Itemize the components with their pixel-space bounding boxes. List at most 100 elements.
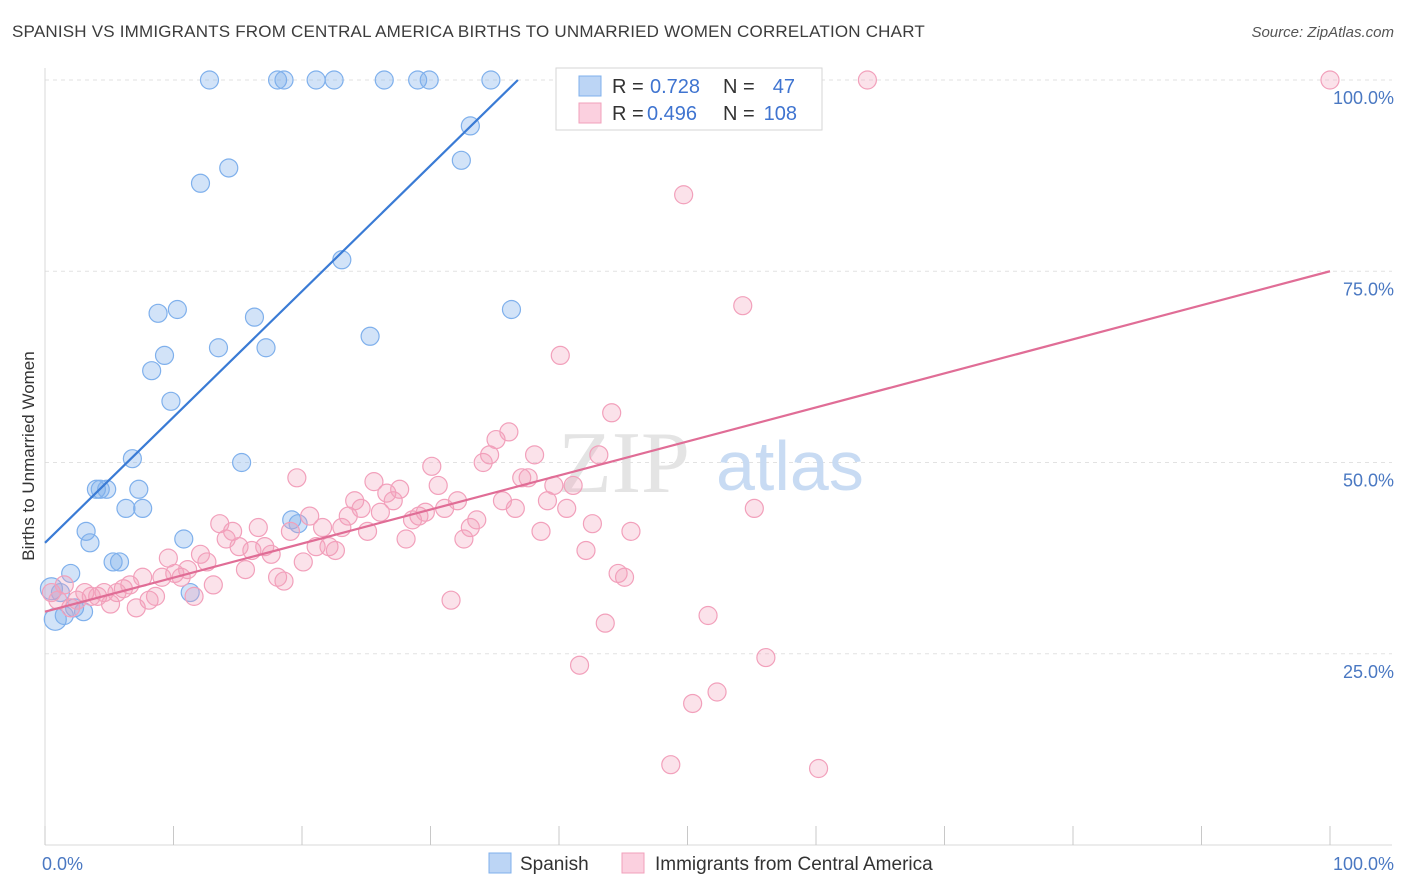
- data-point: [582, 514, 603, 534]
- data-point: [501, 299, 522, 320]
- data-point: [454, 529, 474, 549]
- data-point: [203, 575, 223, 595]
- x-tick-label-min: 0.0%: [42, 854, 83, 874]
- legend-swatch-spanish: [578, 75, 602, 97]
- trend-line-central-america: [44, 270, 1331, 613]
- data-point: [306, 70, 326, 90]
- watermark: ZIP atlas: [558, 415, 864, 512]
- data-point: [505, 498, 525, 518]
- data-point: [422, 456, 442, 476]
- data-point: [595, 613, 615, 633]
- x-tick-label-max: 100.0%: [1333, 854, 1394, 874]
- chart-source: Source: ZipAtlas.com: [1251, 24, 1394, 41]
- chart-title: SPANISH VS IMMIGRANTS FROM CENTRAL AMERI…: [12, 22, 925, 41]
- legend-r-label-spanish: R =: [612, 76, 644, 98]
- data-point: [683, 693, 703, 714]
- y-tick-label: 75.0%: [1343, 279, 1394, 299]
- data-point: [145, 586, 166, 606]
- data-point: [707, 682, 727, 702]
- legend-r-value-spanish: 0.728: [650, 76, 700, 98]
- data-point: [280, 521, 301, 541]
- data-point: [274, 70, 294, 90]
- data-point: [351, 498, 371, 518]
- data-point: [232, 452, 252, 473]
- data-point: [661, 755, 681, 775]
- data-point: [524, 445, 545, 465]
- data-point: [614, 567, 635, 587]
- data-point: [229, 537, 249, 557]
- data-point: [499, 422, 519, 442]
- data-point: [287, 468, 307, 488]
- legend-n-value-central-america: 108: [764, 103, 797, 125]
- data-point: [408, 70, 428, 90]
- data-point: [396, 529, 416, 549]
- data-point: [199, 70, 220, 90]
- data-point: [248, 517, 268, 538]
- legend-swatch-central-america: [578, 102, 602, 124]
- data-point: [288, 514, 308, 534]
- data-point: [300, 506, 320, 526]
- data-point: [451, 150, 471, 170]
- data-point: [698, 605, 718, 626]
- data-point: [602, 403, 622, 423]
- series-spanish: [39, 70, 522, 631]
- data-point: [808, 758, 829, 779]
- data-point: [467, 510, 487, 530]
- data-point: [208, 338, 229, 358]
- data-point: [674, 185, 694, 205]
- data-point: [550, 345, 570, 365]
- legend: R = 0.728 N = 47 R = 0.496 N = 108: [555, 67, 823, 131]
- data-point: [473, 452, 493, 473]
- data-point: [54, 575, 74, 595]
- data-point: [733, 296, 753, 316]
- data-point: [103, 552, 123, 572]
- data-point: [1320, 70, 1340, 90]
- data-point: [133, 498, 153, 518]
- data-point: [325, 540, 346, 561]
- data-point: [621, 521, 641, 541]
- trend-line-spanish: [44, 79, 519, 544]
- data-point: [235, 559, 256, 580]
- data-point: [76, 521, 96, 541]
- data-point: [197, 552, 217, 572]
- watermark-atlas: atlas: [716, 427, 864, 505]
- data-point: [190, 173, 211, 193]
- bottom-legend-swatch-central-america: [621, 852, 645, 874]
- data-point: [531, 521, 551, 541]
- series-central-america: [41, 70, 1340, 779]
- data-point: [312, 517, 333, 538]
- data-point: [256, 338, 276, 358]
- data-point: [167, 299, 187, 320]
- y-tick-label: 50.0%: [1343, 471, 1394, 491]
- data-point: [345, 491, 365, 511]
- legend-n-value-spanish: 47: [773, 76, 795, 98]
- data-point: [370, 502, 390, 522]
- data-point: [142, 361, 162, 381]
- data-point: [557, 498, 577, 518]
- data-point: [857, 70, 878, 90]
- data-point: [589, 445, 609, 465]
- data-point: [219, 158, 239, 178]
- data-point: [512, 468, 532, 488]
- data-point: [154, 345, 175, 365]
- data-point: [109, 552, 130, 572]
- bottom-legend: Spanish Immigrants from Central America: [488, 852, 933, 875]
- bottom-legend-label-spanish: Spanish: [520, 854, 589, 875]
- data-point: [576, 540, 596, 561]
- data-point: [377, 483, 397, 503]
- data-point: [360, 326, 380, 346]
- bottom-legend-swatch-spanish: [488, 852, 512, 874]
- bottom-legend-label-central-america: Immigrants from Central America: [655, 854, 933, 875]
- data-point: [184, 586, 204, 606]
- data-point: [129, 479, 149, 499]
- data-point: [324, 70, 344, 90]
- data-point: [374, 70, 394, 90]
- axes: [44, 68, 1392, 846]
- x-ticks: [44, 826, 1331, 845]
- gridlines: [45, 79, 1392, 655]
- data-point: [274, 571, 294, 591]
- data-point: [97, 479, 117, 499]
- data-point: [80, 533, 100, 553]
- watermark-zip: ZIP: [558, 415, 690, 512]
